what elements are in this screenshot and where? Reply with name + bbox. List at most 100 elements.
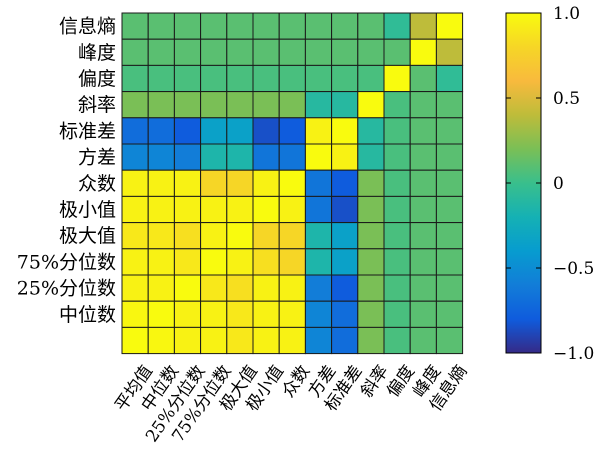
heatmap-cell <box>200 248 228 276</box>
heatmap-cell <box>147 91 175 119</box>
heatmap-cell <box>200 64 228 93</box>
heatmap-cell <box>331 64 359 93</box>
heatmap-cell <box>409 222 437 250</box>
heatmap-cell <box>357 300 385 328</box>
heatmap-cell <box>121 222 149 250</box>
heatmap-cell <box>173 169 202 197</box>
heatmap-cell <box>278 64 306 93</box>
heatmap-cell <box>304 274 333 302</box>
heatmap-cell <box>252 91 280 119</box>
heatmap-cell <box>409 274 437 302</box>
heatmap-cell <box>435 274 464 302</box>
heatmap-cell <box>409 248 437 276</box>
heatmap-cell <box>383 12 411 40</box>
heatmap-cell <box>173 274 202 302</box>
heatmap-cell <box>173 38 202 66</box>
heatmap-cell <box>409 195 437 224</box>
heatmap-cell <box>435 195 464 224</box>
heatmap-cell <box>435 143 464 171</box>
heatmap-cell <box>304 91 333 119</box>
heatmap-cell <box>357 169 385 197</box>
heatmap-cell <box>173 117 202 145</box>
heatmap-cell <box>383 91 411 119</box>
heatmap-cell <box>435 91 464 119</box>
heatmap-cell <box>357 117 385 145</box>
heatmap-cell <box>226 143 254 171</box>
heatmap-cell <box>331 222 359 250</box>
heatmap-cell <box>331 169 359 197</box>
heatmap-cell <box>226 274 254 302</box>
heatmap-cell <box>357 222 385 250</box>
heatmap-cell <box>409 38 437 66</box>
heatmap-cell <box>121 38 149 66</box>
heatmap-cell <box>252 326 280 355</box>
heatmap-cell <box>435 38 464 66</box>
colorbar-ticks: 1.0 0.5 0 −0.5 −1.0 <box>506 4 594 364</box>
heatmap-cell <box>200 222 228 250</box>
heatmap-cell <box>200 38 228 66</box>
heatmap-cell <box>278 274 306 302</box>
heatmap-cell <box>331 91 359 119</box>
heatmap-cell <box>435 300 464 328</box>
heatmap-cell <box>252 300 280 328</box>
heatmap-cell <box>278 222 306 250</box>
heatmap-cell <box>173 300 202 328</box>
heatmap-cell <box>331 117 359 145</box>
heatmap-cell <box>252 143 280 171</box>
heatmap-cell <box>121 12 149 40</box>
heatmap-cell <box>435 64 464 93</box>
heatmap-cell <box>357 248 385 276</box>
row-label: 斜率 <box>78 94 116 116</box>
heatmap-cell <box>147 195 175 224</box>
heatmap-cell <box>200 274 228 302</box>
heatmap-cell <box>435 117 464 145</box>
heatmap-cell <box>226 38 254 66</box>
heatmap-cell <box>226 248 254 276</box>
colorbar-tick-label: 0 <box>553 174 564 194</box>
heatmap-cell <box>304 143 333 171</box>
heatmap-cell <box>331 300 359 328</box>
colorbar <box>505 12 542 354</box>
heatmap-cell <box>409 169 437 197</box>
heatmap-cell <box>252 195 280 224</box>
heatmap-cell <box>226 326 254 355</box>
heatmap-cell <box>409 300 437 328</box>
heatmap-cell <box>200 195 228 224</box>
heatmap-cell <box>331 38 359 66</box>
heatmap-cell <box>383 64 411 93</box>
heatmap-cell <box>357 326 385 355</box>
row-label: 峰度 <box>78 42 116 64</box>
heatmap-cell <box>383 300 411 328</box>
heatmap-cell <box>331 195 359 224</box>
heatmap-cell <box>304 248 333 276</box>
heatmap-cell <box>252 12 280 40</box>
heatmap-cell <box>121 91 149 119</box>
heatmap-cell <box>121 195 149 224</box>
heatmap-cell <box>252 222 280 250</box>
heatmap-cell <box>121 64 149 93</box>
row-label: 偏度 <box>78 68 116 90</box>
heatmap-cell <box>226 222 254 250</box>
heatmap-cell <box>147 117 175 145</box>
heatmap-cell <box>200 12 228 40</box>
colorbar-tick-label: 1.0 <box>553 4 580 24</box>
heatmap-cell <box>200 169 228 197</box>
row-label: 方差 <box>78 147 116 169</box>
heatmap-cell <box>278 117 306 145</box>
heatmap-cell <box>357 274 385 302</box>
column-label: 斜率 <box>357 362 393 401</box>
heatmap-cell <box>200 143 228 171</box>
heatmap-cell <box>226 169 254 197</box>
heatmap-cell <box>304 38 333 66</box>
heatmap-cell <box>252 248 280 276</box>
heatmap-cell <box>200 326 228 355</box>
heatmap-cell <box>278 326 306 355</box>
heatmap-cell <box>304 300 333 328</box>
row-label: 信息熵 <box>59 16 116 38</box>
heatmap-cell <box>383 169 411 197</box>
heatmap-cell <box>383 117 411 145</box>
heatmap-cell <box>121 117 149 145</box>
heatmap-cell <box>278 91 306 119</box>
